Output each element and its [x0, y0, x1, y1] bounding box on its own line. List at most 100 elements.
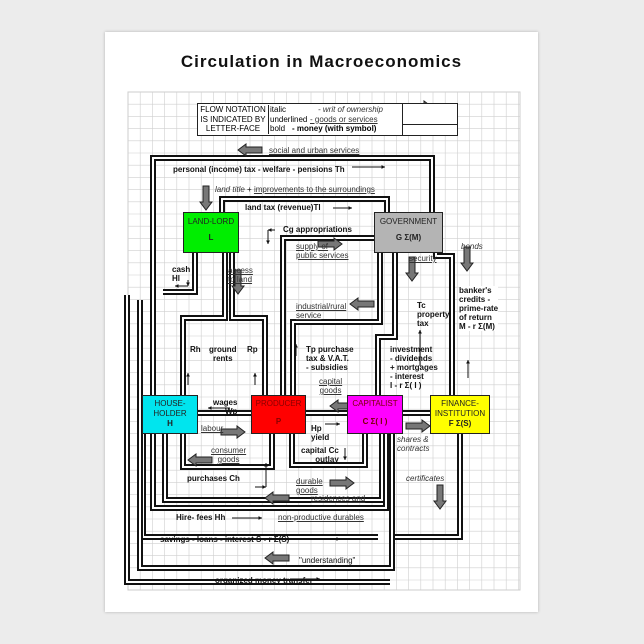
flow-line-inner	[163, 252, 196, 293]
legend-row-italic: italic - writ of ownership	[270, 105, 400, 115]
flow-line-inner	[182, 252, 226, 395]
fat-arrow-icon	[433, 484, 447, 510]
legend-heading-line: IS INDICATED BY	[200, 114, 266, 124]
label-line: outlay	[315, 455, 339, 464]
label-line: I - r Σ( I )	[390, 381, 422, 390]
label-land-tax: land tax (revenue)Tl	[245, 203, 321, 212]
label-line: durable	[296, 477, 323, 486]
label-line: tax	[417, 319, 429, 328]
label-line: M - r Σ(M)	[459, 322, 495, 331]
arrow-head-icon	[343, 456, 347, 460]
flow-line-inner	[139, 300, 393, 569]
flow-line-inner	[231, 252, 266, 395]
label-line: public services	[296, 251, 349, 260]
arrow-head-icon	[348, 206, 352, 210]
label-line: Hp	[311, 424, 322, 433]
arrow-head-icon	[175, 284, 179, 288]
label-line: - dividends	[390, 354, 433, 363]
label-line: cash	[172, 265, 191, 274]
label-land-title: land title	[215, 185, 245, 194]
producer-symbol: P	[275, 417, 282, 426]
arrow-head-icon	[316, 577, 320, 581]
label-savings: savings - loans - interest S - r Σ(S)	[160, 535, 290, 544]
arrow-head-icon	[208, 406, 212, 410]
label-line: Tc	[417, 301, 426, 310]
arrow-head-icon	[294, 344, 298, 348]
fat-arrow-icon	[187, 453, 213, 467]
flow-line-inner	[152, 157, 433, 395]
label-plus: +	[247, 185, 252, 194]
flow-line-inner	[292, 252, 381, 395]
label-line: supply of	[296, 242, 329, 251]
arrow-head-icon	[186, 282, 190, 286]
legend-heading-line: LETTER-FACE	[205, 124, 261, 133]
fat-arrow-icon	[405, 419, 431, 433]
label-line: prime-rate	[459, 304, 499, 313]
label-line: banker's	[459, 286, 492, 295]
label-line: of return	[459, 313, 492, 322]
label-security: security	[409, 254, 437, 263]
label-bonds: bonds	[461, 242, 483, 251]
fat-arrow-icon	[329, 476, 355, 490]
label-line: capital	[319, 377, 343, 386]
arrow-head-icon	[264, 463, 268, 467]
label-line: rents	[212, 354, 233, 363]
label-line: - subsidies	[306, 363, 348, 372]
flow-line-inner	[182, 432, 273, 468]
label-line: + mortgages	[390, 363, 438, 372]
arrow-head-icon	[381, 165, 385, 169]
landlord-symbol: L	[208, 233, 214, 242]
arrow-head-icon	[258, 516, 262, 520]
fat-arrow-icon	[264, 491, 290, 505]
householder-name: HOUSE-	[154, 399, 186, 408]
arrow-head-icon	[253, 373, 257, 377]
label-non-productive: non-productive durables	[278, 513, 364, 522]
label-line: service	[296, 311, 322, 320]
legend-row-bold: bold - money (with symbol)	[270, 124, 400, 134]
legend-arrows	[402, 104, 458, 135]
label-industrial-service: industrial/rural service	[296, 302, 346, 320]
label-line: goods	[319, 386, 342, 395]
arrow-head-icon	[266, 240, 270, 244]
label-ground-rents: ground rents	[209, 345, 237, 363]
label-improvements: improvements to the surroundings	[253, 185, 375, 194]
fat-arrow-icon	[231, 269, 245, 295]
fat-arrow-icon	[460, 246, 474, 272]
label-property-tax: Tc property tax	[417, 301, 449, 328]
legend-row-underlined: underlined - goods or services	[270, 115, 400, 125]
finance-name: INSTITUTION	[434, 409, 486, 418]
label-line: goods	[217, 455, 240, 464]
label-line: - interest	[390, 372, 424, 381]
label-line: to land	[228, 275, 253, 284]
label-purchase-tax: Tp purchase tax & V.A.T. - subsidies	[306, 345, 354, 372]
label-access-land: access to land	[228, 266, 253, 284]
label-understanding: "understanding"	[299, 556, 356, 565]
label-line: shares &	[397, 435, 429, 444]
arrow-head-icon	[262, 485, 266, 489]
label-certificates: certificates	[406, 474, 445, 483]
landlord-box: LAND-LORD L	[183, 212, 239, 253]
label-line: credits -	[459, 295, 491, 304]
label-shares-contracts: shares & contracts	[397, 435, 429, 453]
label-cash: cash Hl	[172, 265, 190, 283]
label-wages: wages Wp	[211, 398, 237, 416]
label-line: capital Cc	[301, 446, 339, 455]
label-line: Tp purchase	[306, 345, 354, 354]
label-line: Hl	[172, 274, 180, 283]
fat-arrow-icon	[317, 237, 343, 251]
label-rh: Rh	[190, 345, 201, 354]
label-purchases: purchases Ch	[187, 474, 240, 483]
legend-rows: italic - writ of ownership underlined - go…	[270, 105, 400, 134]
label-line: Wp	[225, 407, 238, 416]
producer-name: PRODUCER	[255, 399, 302, 408]
label-line: consumer	[211, 446, 247, 455]
arrow-head-icon	[336, 537, 340, 541]
label-rp: Rp	[247, 345, 258, 354]
fat-arrow-icon	[237, 143, 263, 157]
label-supply-services: supply of public services	[296, 242, 348, 260]
label-social-services: social and urban services	[269, 146, 360, 155]
label-investment: investment - dividends + mortgages - intere…	[390, 345, 438, 390]
flow-line-inner	[435, 252, 453, 395]
fat-arrow-icon	[349, 297, 375, 311]
